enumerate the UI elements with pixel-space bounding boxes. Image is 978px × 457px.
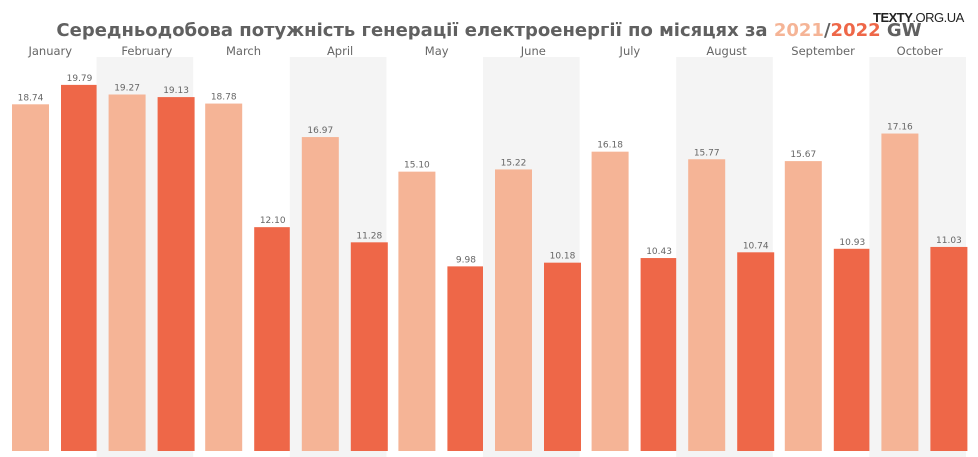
value-label: 18.74 [18,93,44,103]
chart-title: Середньодобова потужність генерації елек… [56,20,922,41]
value-label: 9.98 [456,255,476,265]
month-label: October [897,44,943,58]
month-label: July [619,44,641,58]
bar-2021 [784,161,822,452]
value-label: 10.18 [550,252,576,262]
month-label: May [425,44,449,58]
value-label: 12.10 [260,216,286,226]
month-label: September [791,44,855,58]
bar-2022 [254,227,292,451]
value-label: 16.97 [307,126,333,136]
value-label: 10.74 [743,241,769,251]
bar-2021 [108,94,146,451]
bar-2022 [737,252,775,451]
bar-2021 [12,104,49,451]
value-label: 10.43 [646,247,672,257]
month-label: April [327,44,353,58]
value-label: 15.22 [501,158,527,168]
value-label: 19.27 [114,84,140,94]
title-year-2021: 2021 [773,20,824,41]
bar-2022 [833,248,871,451]
bar-2022 [544,262,581,451]
bar-2021 [591,151,629,452]
value-label: 18.78 [211,93,237,103]
bar-2022 [640,258,678,451]
bar-2021 [205,103,243,451]
value-label: 15.67 [790,150,816,160]
bar-2021 [301,137,339,451]
month-label: January [27,44,72,58]
texty-logo: TEXTY.ORG.UA [873,10,964,25]
value-label: 15.77 [694,148,720,158]
bar-2021 [398,171,436,451]
value-label: 16.18 [597,141,623,151]
month-label: February [121,44,172,58]
bar-2022 [930,246,968,451]
bar-2021 [688,159,726,451]
value-label: 17.16 [887,123,913,133]
value-label: 19.13 [163,86,189,96]
bar-2022 [61,84,98,451]
month-label: March [226,44,261,58]
value-label: 11.03 [936,236,962,246]
bar-2022 [157,97,195,451]
value-label: 11.28 [356,231,382,241]
bar-2022 [447,266,485,451]
bar-2022 [350,242,388,451]
value-label: 15.10 [404,161,430,171]
value-label: 19.79 [67,74,93,84]
title-year-2022: 2022 [830,20,881,41]
bar-2021 [495,169,532,451]
bar-2021 [881,133,919,452]
month-label: August [706,44,747,58]
value-label: 10.93 [839,238,865,248]
month-label: June [520,44,546,58]
